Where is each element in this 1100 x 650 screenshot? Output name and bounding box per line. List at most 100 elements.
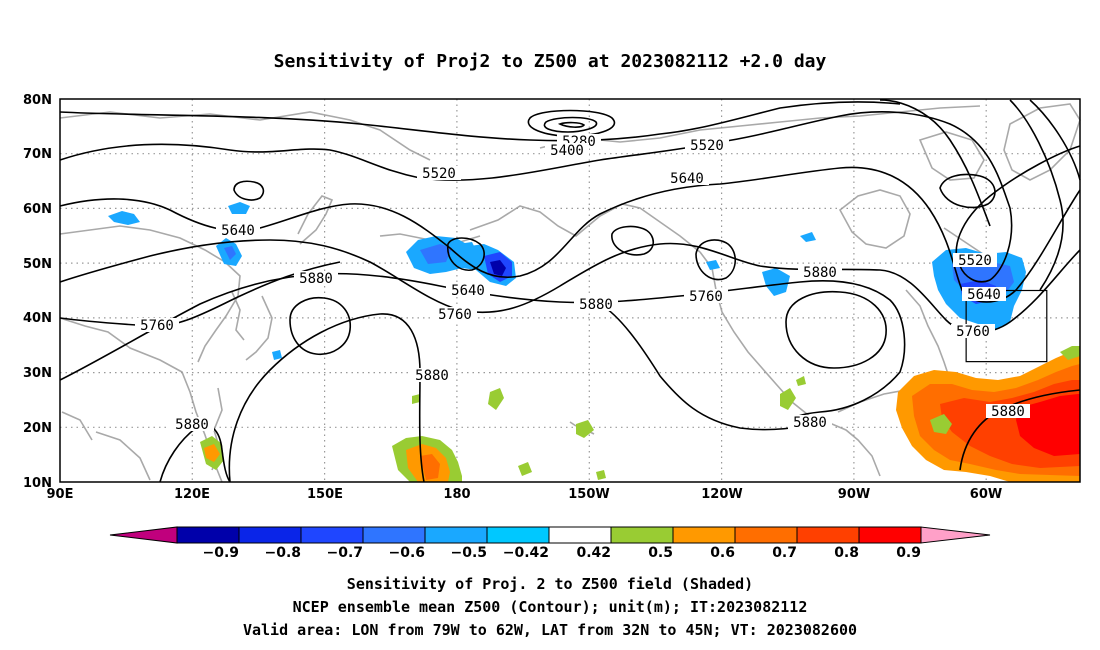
lat-label-70n: 70N bbox=[23, 147, 52, 162]
colorbar-label: −0.5 bbox=[450, 545, 487, 561]
neg-patch-aleutian-mid bbox=[420, 244, 452, 264]
neg-patch-canada-west bbox=[800, 232, 816, 242]
coastline-arctic-north-america bbox=[539, 105, 981, 149]
contour-label: 5880 bbox=[410, 368, 454, 384]
latitude-axis: 10N 20N 30N 40N 50N 60N 70N 80N bbox=[23, 93, 52, 491]
lon-label-150e: 150E bbox=[307, 487, 343, 502]
lat-label-60n: 60N bbox=[23, 202, 52, 217]
contour-label: 5760 bbox=[951, 324, 995, 340]
svg-text:5760: 5760 bbox=[438, 307, 472, 323]
coastline-japan bbox=[245, 295, 273, 361]
contour-east-trough-1 bbox=[879, 99, 991, 227]
lat-label-30n: 30N bbox=[23, 366, 52, 381]
lon-label-120w: 120W bbox=[701, 487, 742, 502]
contour-label: 5400 bbox=[545, 143, 589, 159]
svg-text:5640: 5640 bbox=[451, 283, 485, 299]
svg-text:5880: 5880 bbox=[415, 368, 449, 384]
lon-label-60w: 60W bbox=[970, 487, 1002, 502]
figure-title: Sensitivity of Proj2 to Z500 at 20230821… bbox=[274, 51, 827, 72]
lat-label-50n: 50N bbox=[23, 257, 52, 272]
svg-text:5760: 5760 bbox=[689, 289, 723, 305]
colorbar-box bbox=[734, 526, 798, 544]
neg-patch-north-china-core bbox=[224, 246, 236, 260]
colorbar-label: −0.8 bbox=[264, 545, 301, 561]
contour-5760 bbox=[59, 239, 1081, 333]
contour-5640 bbox=[59, 166, 1081, 303]
coastline-kamchatka bbox=[297, 195, 334, 245]
contour-label: 5880 bbox=[170, 417, 214, 433]
svg-text:5880: 5880 bbox=[991, 404, 1025, 420]
contour-5760-west bbox=[59, 261, 341, 327]
svg-text:5760: 5760 bbox=[140, 318, 174, 334]
colorbar-label: 0.5 bbox=[648, 545, 673, 561]
svg-text:5880: 5880 bbox=[579, 297, 613, 313]
contour-label: 5640 bbox=[962, 287, 1006, 303]
contour-5880-central bbox=[59, 272, 906, 423]
coastline-alaska bbox=[469, 203, 701, 253]
contour-5880-hawaii bbox=[599, 303, 821, 431]
svg-text:5880: 5880 bbox=[803, 265, 837, 281]
footer-line-1: Sensitivity of Proj. 2 to Z500 field (Sh… bbox=[347, 575, 753, 593]
lon-label-90e: 90E bbox=[47, 487, 74, 502]
colorbar-box bbox=[300, 526, 364, 544]
svg-text:5760: 5760 bbox=[956, 324, 990, 340]
svg-text:5640: 5640 bbox=[967, 287, 1001, 303]
contour-5280-inner bbox=[543, 116, 598, 133]
contour-label: 5880 bbox=[986, 404, 1030, 420]
footer-line-2: NCEP ensemble mean Z500 (Contour); unit(… bbox=[293, 598, 808, 616]
colorbar-box bbox=[176, 526, 240, 544]
pos-patch-tropical-green-2 bbox=[596, 470, 606, 480]
contour-label: 5760 bbox=[433, 307, 477, 323]
contour-label: 5640 bbox=[446, 283, 490, 299]
pos-patch-pacific-green-2 bbox=[576, 420, 594, 438]
lon-label-90w: 90W bbox=[838, 487, 870, 502]
coastline-hudson-bay bbox=[838, 189, 911, 249]
coastline-greenland bbox=[1003, 103, 1081, 181]
neg-patch-west-coast bbox=[762, 268, 790, 296]
svg-text:5880: 5880 bbox=[175, 417, 209, 433]
contour-low-alaska bbox=[695, 239, 737, 281]
colorbar-box bbox=[424, 526, 488, 544]
neg-patch-bering-small bbox=[458, 242, 476, 252]
colorbar-box bbox=[858, 526, 922, 544]
neg-patch-west-pacific bbox=[108, 211, 140, 225]
pos-patch-atlantic-08 bbox=[1016, 394, 1080, 456]
pos-patch-tropical-green bbox=[518, 462, 532, 476]
colorbar: −0.9 −0.8 −0.7 −0.6 −0.5 −0.42 0.42 0.5 0.6 0.7 0.… bbox=[109, 526, 991, 561]
colorbar-label: −0.9 bbox=[202, 545, 239, 561]
colorbar-label: 0.6 bbox=[710, 545, 735, 561]
contour-5280 bbox=[527, 109, 615, 137]
lat-label-20n: 20N bbox=[23, 421, 52, 436]
contour-label: 5880 bbox=[788, 415, 832, 431]
coastline-indonesia-north bbox=[61, 411, 93, 441]
lon-label-120e: 120E bbox=[174, 487, 210, 502]
svg-text:5880: 5880 bbox=[299, 271, 333, 287]
contour-label: 5640 bbox=[665, 171, 709, 187]
colorbar-label: −0.42 bbox=[503, 545, 549, 561]
contour-label: 5520 bbox=[953, 253, 997, 269]
footer-line-3: Valid area: LON from 79W to 62W, LAT fro… bbox=[243, 621, 857, 639]
colorbar-label: 0.42 bbox=[576, 545, 611, 561]
neg-patch-japan-sea bbox=[228, 202, 250, 214]
z500-contours bbox=[59, 99, 1081, 483]
neg-patch-aleutian-core bbox=[490, 260, 506, 276]
contour-low-labrador bbox=[939, 173, 996, 209]
contour-high-japan bbox=[289, 296, 351, 355]
pos-patch-south-china-orange bbox=[204, 444, 220, 462]
longitude-axis: 90E 120E 150E 180 150W 120W 90W 60W bbox=[47, 487, 1003, 502]
pos-patch-baja-green bbox=[796, 376, 806, 386]
colorbar-low-end bbox=[109, 526, 178, 544]
colorbar-label: 0.7 bbox=[772, 545, 797, 561]
pos-patch-caribbean-green bbox=[930, 414, 952, 434]
colorbar-box bbox=[238, 526, 302, 544]
contour-low-bering bbox=[447, 237, 485, 271]
contour-east-trough-2 bbox=[1009, 99, 1064, 291]
colorbar-box bbox=[362, 526, 426, 544]
coastline-borneo bbox=[95, 431, 151, 481]
map-frame bbox=[59, 98, 1081, 483]
colorbar-boxes bbox=[176, 526, 922, 544]
svg-text:5520: 5520 bbox=[958, 253, 992, 269]
lat-label-10n: 10N bbox=[23, 476, 52, 491]
colorbar-box bbox=[796, 526, 860, 544]
